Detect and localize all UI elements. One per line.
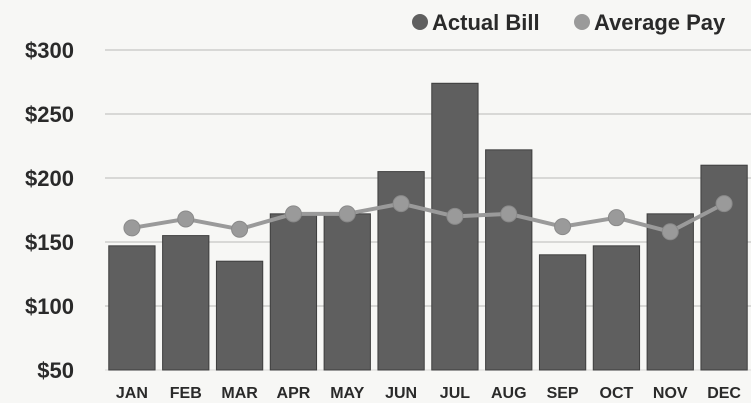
line-series — [123, 195, 733, 241]
average-pay-point-feb — [177, 210, 195, 228]
x-tick-label: JUL — [440, 385, 470, 402]
bar-jul — [431, 82, 479, 371]
y-tick-label: $200 — [25, 166, 74, 191]
grid-lines — [105, 49, 751, 371]
bar-sep — [538, 254, 587, 371]
average-pay-point-jul — [446, 207, 464, 225]
average-pay-point-jun — [392, 195, 410, 213]
average-pay-point-apr — [284, 205, 302, 223]
x-tick-label: MAY — [330, 385, 364, 402]
legend-label-actual-bill: Actual Bill — [432, 10, 540, 35]
average-pay-point-oct — [607, 209, 625, 227]
x-tick-label: SEP — [547, 385, 579, 402]
y-tick-label: $300 — [25, 38, 74, 63]
average-pay-point-aug — [500, 205, 518, 223]
legend-swatch-actual-bill — [412, 14, 428, 30]
bar-jan — [108, 245, 156, 371]
bar-apr — [269, 213, 318, 371]
bar-mar — [215, 260, 264, 371]
average-pay-point-dec — [715, 195, 733, 213]
y-tick-label: $50 — [37, 358, 74, 383]
x-tick-label: FEB — [170, 385, 202, 402]
bar-oct — [592, 245, 641, 371]
legend: Actual Bill Average Pay — [412, 10, 726, 35]
y-tick-label: $100 — [25, 294, 74, 319]
average-pay-point-sep — [554, 218, 572, 236]
x-tick-label: AUG — [491, 385, 527, 402]
x-tick-label: OCT — [600, 385, 634, 402]
x-tick-label: MAR — [221, 385, 258, 402]
average-pay-point-mar — [231, 220, 249, 238]
x-tick-label: JUN — [385, 385, 417, 402]
y-tick-label: $150 — [25, 230, 74, 255]
x-tick-label: APR — [277, 385, 311, 402]
x-tick-label: NOV — [653, 385, 688, 402]
y-tick-label: $250 — [25, 102, 74, 127]
average-pay-point-jan — [123, 219, 141, 237]
x-tick-label: DEC — [707, 385, 741, 402]
average-pay-point-nov — [661, 223, 679, 241]
y-axis-ticks: $50 $100 $150 $200 $250 $300 — [25, 38, 74, 383]
x-axis-ticks: JAN FEB MAR APR MAY JUN JUL AUG SEP OCT NOV DEC — [116, 385, 742, 402]
average-pay-line — [131, 201, 726, 234]
bar-may — [323, 213, 371, 371]
legend-label-average-pay: Average Pay — [594, 10, 726, 35]
bar-feb — [162, 235, 210, 371]
average-pay-point-may — [338, 205, 356, 223]
x-tick-label: JAN — [116, 385, 148, 402]
bar-aug — [485, 149, 533, 371]
legend-swatch-average-pay — [574, 14, 590, 30]
